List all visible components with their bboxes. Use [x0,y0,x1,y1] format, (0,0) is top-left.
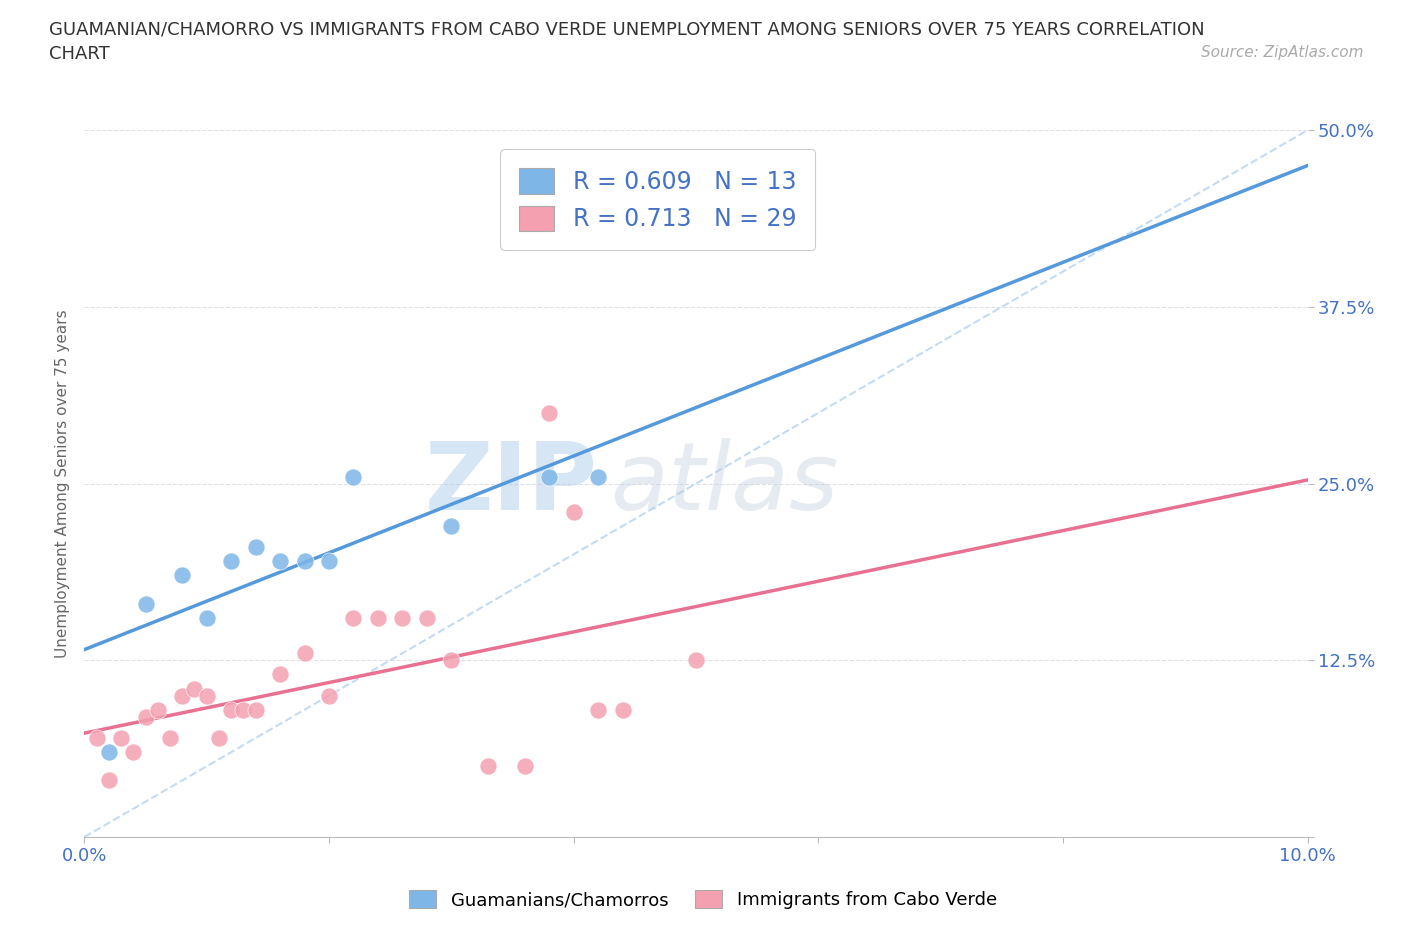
Point [477,759,499,774]
Point [195,610,218,625]
Point [342,610,364,625]
Text: CHART: CHART [49,45,110,62]
Point [367,610,389,625]
Point [269,667,291,682]
Legend: R = 0.609   N = 13, R = 0.713   N = 29: R = 0.609 N = 13, R = 0.713 N = 29 [499,149,815,250]
Point [159,731,181,746]
Point [97,773,120,788]
Point [245,702,267,717]
Text: atlas: atlas [610,438,838,529]
Point [513,759,536,774]
Point [245,539,267,554]
Point [208,731,231,746]
Point [86,731,108,746]
Point [562,504,585,519]
Point [135,710,157,724]
Point [685,653,707,668]
Point [146,702,169,717]
Point [440,519,463,534]
Point [195,688,218,703]
Point [318,554,340,569]
Legend: Guamanians/Chamorros, Immigrants from Cabo Verde: Guamanians/Chamorros, Immigrants from Ca… [402,883,1004,916]
Point [342,469,364,484]
Text: GUAMANIAN/CHAMORRO VS IMMIGRANTS FROM CABO VERDE UNEMPLOYMENT AMONG SENIORS OVER: GUAMANIAN/CHAMORRO VS IMMIGRANTS FROM CA… [49,20,1205,38]
Point [440,653,463,668]
Point [612,702,634,717]
Point [172,568,194,583]
Point [269,554,291,569]
Point [538,469,561,484]
Point [294,645,316,660]
Point [135,596,157,611]
Text: ZIP: ZIP [425,438,598,529]
Point [97,745,120,760]
Point [219,702,242,717]
Point [586,469,609,484]
Y-axis label: Unemployment Among Seniors over 75 years: Unemployment Among Seniors over 75 years [55,310,70,658]
Point [416,610,439,625]
Point [538,405,561,420]
Point [110,731,132,746]
Point [183,681,205,696]
Point [318,688,340,703]
Point [586,702,609,717]
Point [219,554,242,569]
Point [232,702,254,717]
Point [122,745,145,760]
Point [172,688,194,703]
Text: Source: ZipAtlas.com: Source: ZipAtlas.com [1201,45,1364,60]
Point [391,610,413,625]
Point [294,554,316,569]
